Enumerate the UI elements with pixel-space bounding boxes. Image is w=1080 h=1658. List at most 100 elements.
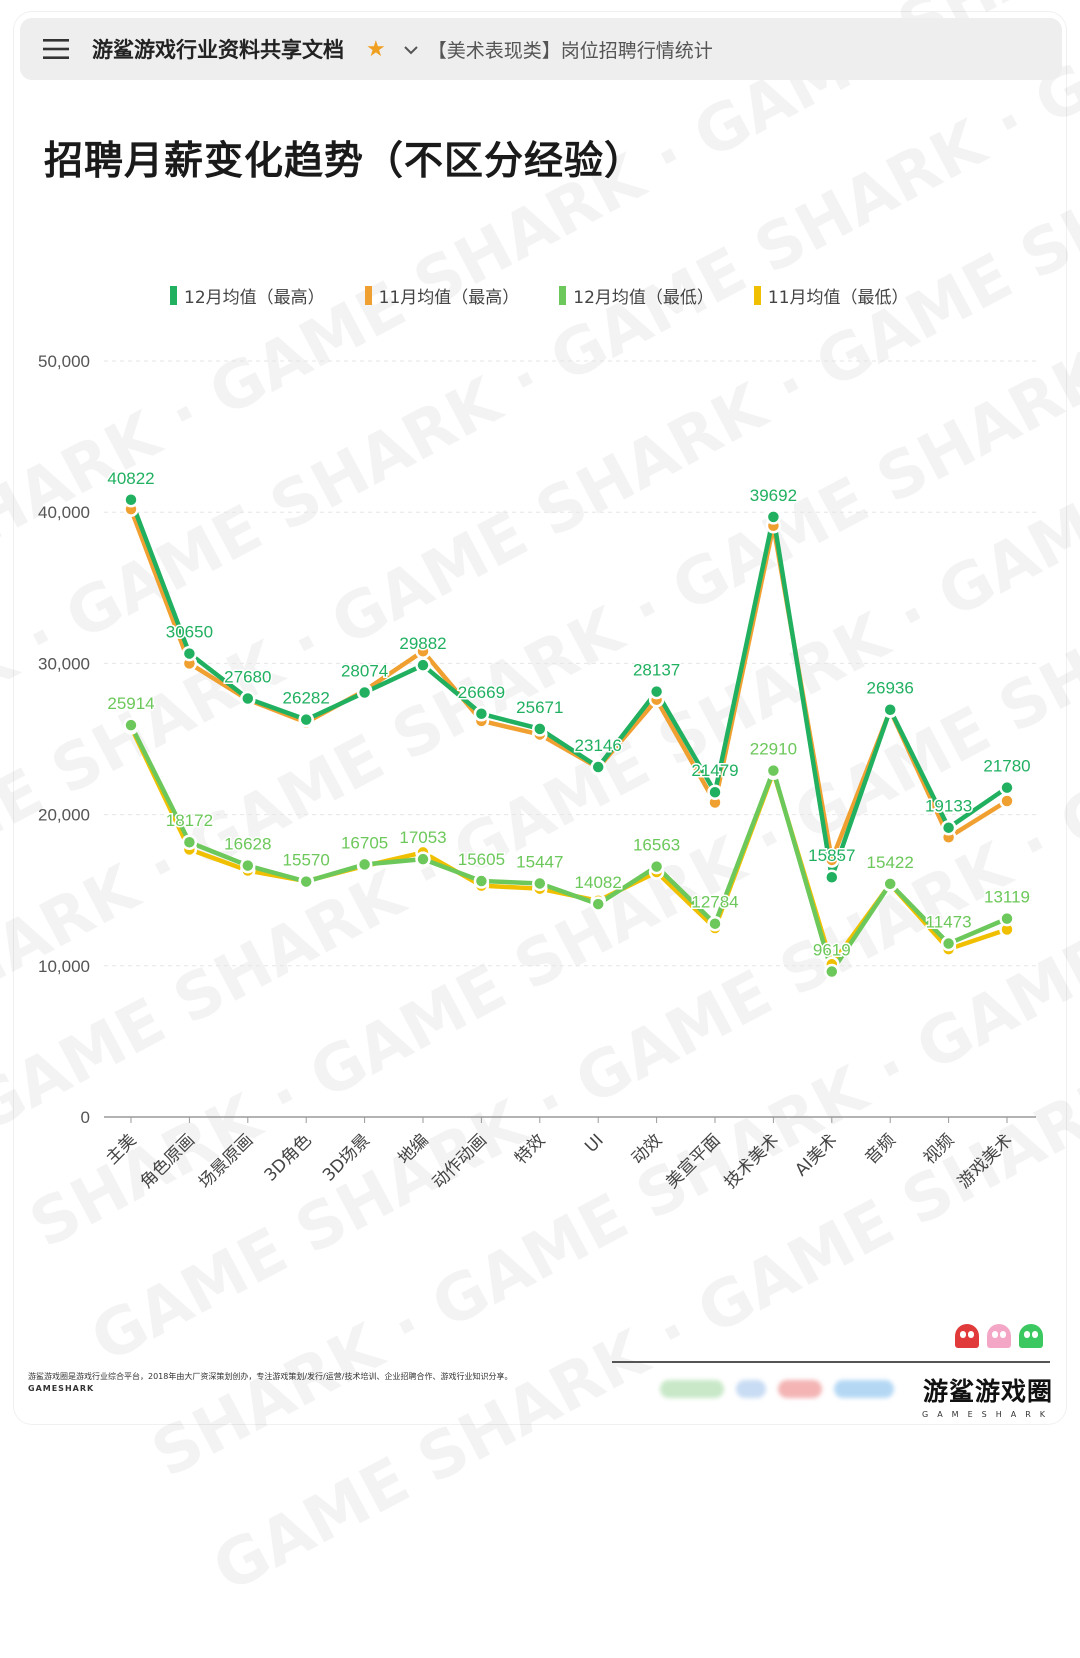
footer-about-sub: GAMESHARK bbox=[28, 1384, 95, 1393]
data-label: 19133 bbox=[925, 797, 972, 816]
doc-toolbar: 游鲨游戏行业资料共享文档 ★ 【美术表现类】岗位招聘行情统计 bbox=[20, 18, 1062, 80]
data-point bbox=[532, 721, 548, 737]
data-point bbox=[648, 683, 665, 700]
legend-item[interactable]: 11月均值（最高） bbox=[364, 283, 520, 308]
data-label: 15570 bbox=[283, 851, 330, 870]
data-point bbox=[999, 793, 1015, 809]
menu-icon bbox=[43, 39, 69, 59]
data-label: 26282 bbox=[283, 689, 330, 708]
legend-item[interactable]: 12月均值（最低） bbox=[559, 283, 714, 308]
data-label: 29882 bbox=[399, 634, 446, 653]
data-point bbox=[356, 684, 373, 701]
data-point bbox=[648, 858, 665, 875]
legend-swatch bbox=[364, 286, 372, 305]
data-label: 13119 bbox=[984, 888, 1030, 907]
data-point bbox=[356, 856, 373, 873]
x-tick-label: 技术美术 bbox=[721, 1130, 783, 1192]
hamburger-menu-button[interactable] bbox=[26, 18, 86, 80]
salary-line-chart: 0 10,000 20,000 30,000 40,000 50,000 主美角色原画场景原… bbox=[38, 352, 1036, 1193]
data-point bbox=[123, 492, 139, 508]
legend-swatch bbox=[559, 286, 567, 305]
series-line bbox=[128, 497, 1010, 880]
data-label: 14082 bbox=[575, 873, 622, 892]
legend-swatch bbox=[170, 286, 177, 305]
data-point bbox=[765, 762, 782, 779]
legend-item[interactable]: 12月均值（最高） bbox=[170, 283, 325, 308]
y-tick-label: 30,000 bbox=[38, 654, 90, 673]
data-label: 39692 bbox=[750, 486, 797, 505]
legend-label: 11月均值（最高） bbox=[378, 288, 520, 308]
x-tick-label: 3D角色 bbox=[261, 1130, 316, 1185]
data-label: 25914 bbox=[107, 694, 154, 713]
page-title: 招聘月薪变化趋势（不区分经验） bbox=[44, 139, 645, 184]
legend-label: 12月均值（最高） bbox=[184, 288, 325, 308]
data-label: 16563 bbox=[633, 836, 680, 855]
data-point bbox=[532, 875, 548, 892]
data-point bbox=[882, 876, 898, 892]
data-point bbox=[181, 645, 198, 662]
data-label: 30650 bbox=[166, 623, 213, 642]
star-icon[interactable]: ★ bbox=[366, 36, 386, 62]
data-point bbox=[415, 851, 431, 867]
data-point bbox=[415, 657, 431, 673]
x-tick-label: 角色原画 bbox=[137, 1130, 199, 1192]
data-point bbox=[824, 852, 840, 868]
data-point bbox=[298, 711, 314, 728]
data-label: 15605 bbox=[458, 850, 505, 869]
data-label: 40822 bbox=[107, 469, 154, 488]
series-line bbox=[128, 722, 1010, 974]
y-tick-label: 0 bbox=[81, 1108, 90, 1127]
y-tick-label: 40,000 bbox=[38, 503, 90, 522]
partner-logo bbox=[660, 1380, 724, 1398]
x-tick-label: 游戏美术 bbox=[954, 1130, 1016, 1192]
partner-logo bbox=[834, 1380, 894, 1398]
data-point bbox=[707, 784, 723, 800]
data-point bbox=[940, 935, 957, 952]
x-tick-label: 地编 bbox=[394, 1130, 432, 1168]
data-point bbox=[999, 779, 1015, 796]
data-label: 16628 bbox=[224, 835, 271, 854]
data-label: 11473 bbox=[926, 913, 972, 932]
data-point bbox=[882, 701, 898, 718]
doc-title[interactable]: 游鲨游戏行业资料共享文档 bbox=[92, 38, 344, 62]
data-point bbox=[940, 819, 957, 836]
x-tick-label: UI bbox=[581, 1130, 607, 1156]
data-label: 25671 bbox=[516, 698, 563, 717]
x-tick-label: 特效 bbox=[511, 1130, 549, 1168]
data-point bbox=[240, 690, 256, 707]
data-label: 23146 bbox=[575, 736, 622, 755]
legend-label: 12月均值（最低） bbox=[573, 288, 714, 308]
breadcrumb[interactable]: 【美术表现类】岗位招聘行情统计 bbox=[427, 39, 713, 62]
x-tick-label: 场景原画 bbox=[195, 1130, 257, 1192]
x-tick-label: 音频 bbox=[862, 1130, 900, 1168]
data-label: 17053 bbox=[399, 828, 446, 847]
data-label: 28137 bbox=[633, 661, 680, 680]
data-point bbox=[123, 717, 139, 733]
data-point bbox=[590, 759, 606, 775]
data-point bbox=[824, 963, 840, 980]
brand-sub: GAMESHARK bbox=[922, 1410, 1054, 1419]
data-label: 21780 bbox=[983, 757, 1030, 776]
data-point bbox=[473, 873, 490, 889]
x-tick-label: 主美 bbox=[102, 1130, 140, 1168]
footer-about: 游鲨游戏圈是游戏行业综合平台，2018年由大厂资深策划创办，专注游戏策划/发行/… bbox=[28, 1371, 512, 1395]
data-label: 26669 bbox=[458, 683, 505, 702]
chevron-down-icon[interactable] bbox=[404, 40, 418, 59]
y-tick-label: 20,000 bbox=[38, 806, 90, 825]
brand-logo: 游鲨游戏圈 GAMESHARK bbox=[922, 1372, 1054, 1419]
red-ghost-icon bbox=[955, 1324, 979, 1348]
data-label: 15857 bbox=[808, 846, 855, 865]
x-tick-label: 动作动画 bbox=[429, 1130, 491, 1192]
data-point bbox=[824, 869, 840, 885]
y-tick-label: 50,000 bbox=[38, 352, 90, 371]
legend-item[interactable]: 11月均值（最低） bbox=[753, 283, 909, 308]
data-label: 15447 bbox=[516, 852, 563, 871]
data-point bbox=[181, 834, 198, 850]
data-label: 26936 bbox=[867, 679, 914, 698]
data-label: 28074 bbox=[341, 662, 388, 681]
footer-about-text: 游鲨游戏圈是游戏行业综合平台，2018年由大厂资深策划创办，专注游戏策划/发行/… bbox=[28, 1372, 513, 1381]
x-tick-label: AI美术 bbox=[791, 1130, 841, 1180]
data-label: 18172 bbox=[166, 811, 213, 830]
data-point bbox=[298, 873, 314, 890]
data-label: 12784 bbox=[691, 893, 738, 912]
